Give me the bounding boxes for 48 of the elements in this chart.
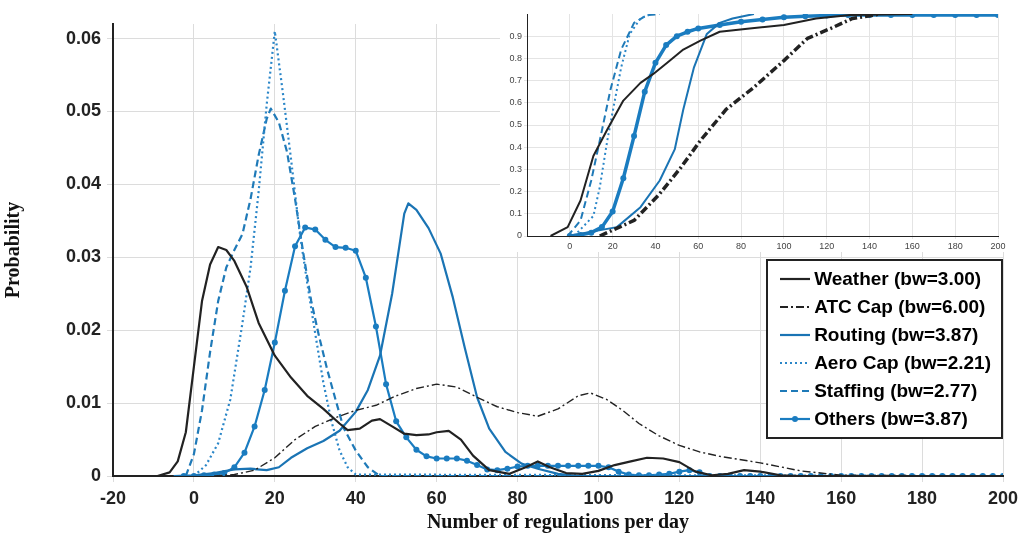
x-tick-label: 160: [826, 487, 857, 508]
y-tick-label: 0.04: [65, 173, 101, 194]
legend-label: Others (bw=3.87): [814, 408, 968, 430]
x-tick-label: 40: [650, 240, 661, 251]
x-axis-title: Number of regulations per day: [426, 510, 690, 534]
y-tick-label: 0.1: [509, 208, 522, 219]
x-tick-label: 120: [664, 487, 695, 508]
x-tick-label: 80: [736, 240, 747, 251]
legend-label: Aero Cap (bw=2.21): [814, 352, 991, 374]
x-tick-label: 0: [188, 487, 199, 508]
y-tick-label: 0.02: [65, 319, 101, 340]
x-tick-label: 40: [345, 487, 366, 508]
y-tick-label: 0.4: [509, 141, 522, 152]
y-tick-label: 0: [516, 230, 522, 241]
y-tick-label: 0.05: [65, 100, 101, 121]
x-tick-label: 60: [426, 487, 447, 508]
y-tick-label: 0.01: [65, 392, 101, 413]
x-tick-label: 100: [776, 240, 792, 251]
y-tick-label: 0.06: [65, 27, 101, 48]
y-tick-label: 0.6: [509, 97, 522, 108]
legend-label: Weather (bw=3.00): [814, 268, 982, 290]
y-tick-label: 0.03: [65, 246, 101, 267]
y-tick-label: 0.3: [509, 163, 522, 174]
x-tick-label: 160: [904, 240, 920, 251]
x-tick-label: 200: [987, 487, 1019, 508]
x-tick-label: 100: [583, 487, 614, 508]
y-tick-label: 0.9: [509, 30, 522, 41]
x-tick-label: 140: [745, 487, 776, 508]
y-tick-label: 0.5: [509, 119, 522, 130]
x-tick-label: 20: [607, 240, 618, 251]
y-tick-label: 0: [90, 464, 101, 485]
y-tick-label: 0.8: [509, 52, 522, 63]
x-tick-label: 120: [819, 240, 835, 251]
x-tick-label: 140: [862, 240, 878, 251]
x-tick-label: 80: [507, 487, 528, 508]
y-tick-label: 0.7: [509, 75, 522, 86]
y-tick-label: 0.2: [509, 186, 522, 197]
x-tick-label: 180: [947, 240, 963, 251]
x-tick-label: 180: [907, 487, 938, 508]
legend-label: ATC Cap (bw=6.00): [814, 296, 986, 318]
y-axis-title: Probability: [1, 201, 25, 299]
legend-label: Routing (bw=3.87): [814, 324, 979, 346]
x-tick-label: 60: [693, 240, 704, 251]
legend-label: Staffing (bw=2.77): [814, 380, 978, 402]
x-tick-label: -20: [99, 487, 127, 508]
x-tick-label: 200: [990, 240, 1006, 251]
x-tick-label: 0: [567, 240, 573, 251]
x-tick-label: 20: [264, 487, 285, 508]
